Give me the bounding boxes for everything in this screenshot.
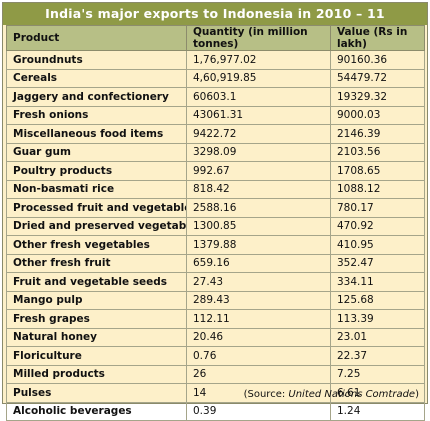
table-row: Floriculture 0.76 22.37 — [6, 346, 425, 366]
quantity-cell: 3298.09 — [186, 142, 331, 162]
table-row: Poultry products 992.67 1708.65 — [6, 161, 425, 181]
product-cell: Fresh grapes — [6, 309, 187, 329]
column-header-value: Value (Rs in lakh) — [330, 25, 425, 51]
product-cell: Milled products — [6, 364, 187, 384]
value-cell: 7.25 — [330, 364, 425, 384]
product-cell: Alcoholic beverages — [6, 401, 187, 421]
table-row: Non-basmati rice 818.42 1088.12 — [6, 179, 425, 199]
quantity-cell: 659.16 — [186, 253, 331, 273]
product-cell: Guar gum — [6, 142, 187, 162]
quantity-cell: 0.39 — [186, 401, 331, 421]
table-row: Alcoholic beverages 0.39 1.24 — [6, 401, 425, 421]
value-cell: 1708.65 — [330, 161, 425, 181]
table-row: Natural honey 20.46 23.01 — [6, 327, 425, 347]
source-note: (Source: United Nations Comtrade) — [244, 389, 419, 400]
quantity-cell: 60603.1 — [186, 87, 331, 107]
value-cell: 410.95 — [330, 235, 425, 255]
value-cell: 780.17 — [330, 198, 425, 218]
product-cell: Poultry products — [6, 161, 187, 181]
source-prefix: (Source: — [243, 389, 289, 400]
product-cell: Fruit and vegetable seeds — [6, 272, 187, 292]
quantity-cell: 1,76,977.02 — [186, 50, 331, 70]
column-header-quantity: Quantity (in million tonnes) — [186, 25, 331, 51]
source-name: United Nations Comtrade — [288, 389, 416, 400]
table-row: Cereals 4,60,919.85 54479.72 — [6, 68, 425, 88]
exports-table: Product Quantity (in million tonnes) Val… — [6, 25, 425, 421]
column-header-product: Product — [6, 25, 187, 51]
table-row: Jaggery and confectionery 60603.1 19329.32 — [6, 87, 425, 107]
table-row: Groundnuts 1,76,977.02 90160.36 — [6, 50, 425, 70]
quantity-cell: 818.42 — [186, 179, 331, 199]
product-cell: Other fresh fruit — [6, 253, 187, 273]
source-suffix: ) — [415, 389, 419, 400]
value-cell: 125.68 — [330, 290, 425, 310]
product-cell: Other fresh vegetables — [6, 235, 187, 255]
value-cell: 1088.12 — [330, 179, 425, 199]
table-row: Fresh onions 43061.31 9000.03 — [6, 105, 425, 125]
product-cell: Natural honey — [6, 327, 187, 347]
quantity-cell: 992.67 — [186, 161, 331, 181]
value-cell: 19329.32 — [330, 87, 425, 107]
product-cell: Cereals — [6, 68, 187, 88]
table-header: Product Quantity (in million tonnes) Val… — [6, 25, 425, 51]
value-cell: 9000.03 — [330, 105, 425, 125]
value-cell: 90160.36 — [330, 50, 425, 70]
product-cell: Miscellaneous food items — [6, 124, 187, 144]
product-cell: Mango pulp — [6, 290, 187, 310]
value-cell: 22.37 — [330, 346, 425, 366]
header-row: Product Quantity (in million tonnes) Val… — [6, 25, 425, 51]
table-row: Fresh grapes 112.11 113.39 — [6, 309, 425, 329]
value-cell: 113.39 — [330, 309, 425, 329]
table-row: Mango pulp 289.43 125.68 — [6, 290, 425, 310]
value-cell: 23.01 — [330, 327, 425, 347]
value-cell: 54479.72 — [330, 68, 425, 88]
value-cell: 2146.39 — [330, 124, 425, 144]
quantity-cell: 4,60,919.85 — [186, 68, 331, 88]
table-row: Guar gum 3298.09 2103.56 — [6, 142, 425, 162]
table-row: Dried and preserved vegetables 1300.85 470… — [6, 216, 425, 236]
table-row: Other fresh vegetables 1379.88 410.95 — [6, 235, 425, 255]
quantity-cell: 2588.16 — [186, 198, 331, 218]
product-cell: Non-basmati rice — [6, 179, 187, 199]
value-cell: 334.11 — [330, 272, 425, 292]
table-row: Milled products 26 7.25 — [6, 364, 425, 384]
table-body: Groundnuts 1,76,977.02 90160.36 Cereals 4,60… — [6, 50, 425, 421]
quantity-cell: 0.76 — [186, 346, 331, 366]
product-cell: Floriculture — [6, 346, 187, 366]
product-cell: Pulses — [6, 383, 187, 403]
table-row: Fruit and vegetable seeds 27.43 334.11 — [6, 272, 425, 292]
quantity-cell: 1300.85 — [186, 216, 331, 236]
table-row: Other fresh fruit 659.16 352.47 — [6, 253, 425, 273]
value-cell: 1.24 — [330, 401, 425, 421]
quantity-cell: 43061.31 — [186, 105, 331, 125]
quantity-cell: 1379.88 — [186, 235, 331, 255]
value-cell: 2103.56 — [330, 142, 425, 162]
quantity-cell: 112.11 — [186, 309, 331, 329]
product-cell: Fresh onions — [6, 105, 187, 125]
quantity-cell: 27.43 — [186, 272, 331, 292]
quantity-cell: 20.46 — [186, 327, 331, 347]
product-cell: Jaggery and confectionery — [6, 87, 187, 107]
product-cell: Dried and preserved vegetables — [6, 216, 187, 236]
quantity-cell: 26 — [186, 364, 331, 384]
value-cell: 352.47 — [330, 253, 425, 273]
table-title: India's major exports to Indonesia in 20… — [3, 3, 427, 25]
table-row: Processed fruit and vegetables 2588.16 780… — [6, 198, 425, 218]
product-cell: Groundnuts — [6, 50, 187, 70]
product-cell: Processed fruit and vegetables — [6, 198, 187, 218]
quantity-cell: 289.43 — [186, 290, 331, 310]
value-cell: 470.92 — [330, 216, 425, 236]
quantity-cell: 9422.72 — [186, 124, 331, 144]
table-row: Miscellaneous food items 9422.72 2146.39 — [6, 124, 425, 144]
